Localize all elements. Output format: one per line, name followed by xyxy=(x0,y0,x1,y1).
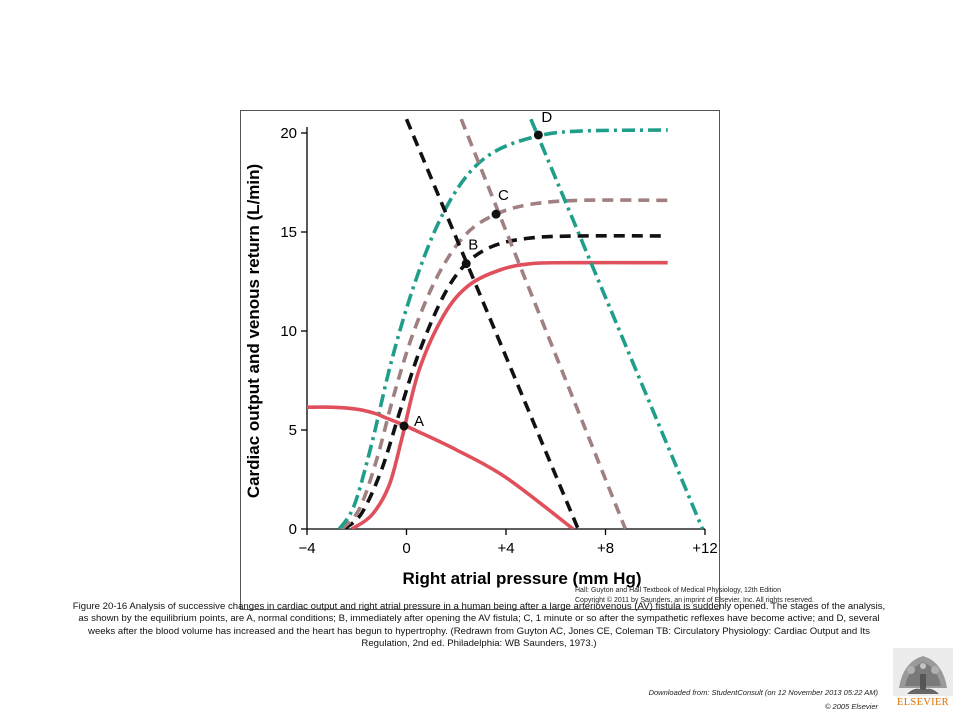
point-label-C: C xyxy=(498,187,509,204)
point-label-B: B xyxy=(468,237,478,254)
point-label-A: A xyxy=(414,413,424,430)
equilibrium-point-D xyxy=(533,130,543,140)
elsevier-tree-logo xyxy=(893,648,953,696)
x-axis-label: Right atrial pressure (mm Hg) xyxy=(403,569,642,588)
x-tick-label: +4 xyxy=(497,540,514,557)
point-label-D: D xyxy=(541,111,552,126)
figure-frame: 0 5 10 15 20 −4 0 +4 +8 +12 Right atrial pressure … xyxy=(240,110,814,610)
book-copyright: Copyright © 2011 by Saunders, an imprint… xyxy=(575,597,814,604)
y-tick-label: 0 xyxy=(289,521,297,538)
y-tick-label: 15 xyxy=(280,224,297,241)
download-note: Downloaded from: StudentConsult (on 12 N… xyxy=(648,688,878,697)
y-tick-label: 10 xyxy=(280,323,297,340)
x-tick-label: 0 xyxy=(402,540,410,557)
copyright-note: © 2005 Elsevier xyxy=(824,702,878,711)
series-line-3 xyxy=(340,198,668,529)
series-line-4 xyxy=(337,128,668,529)
series-line-6 xyxy=(404,118,580,529)
series-line-1 xyxy=(350,260,668,529)
figure-caption: Figure 20-16 Analysis of successive chan… xyxy=(72,601,886,649)
x-tick-label: +8 xyxy=(597,540,614,557)
series-line-2 xyxy=(343,234,668,529)
book-credit: Hall: Guyton and Hall Textbook of Medica… xyxy=(575,587,781,594)
series-line-8 xyxy=(529,118,705,529)
x-tick-label: +12 xyxy=(692,540,717,557)
equilibrium-point-C xyxy=(491,209,501,219)
equilibrium-point-B xyxy=(461,259,471,269)
y-tick-label: 5 xyxy=(289,422,297,439)
y-tick-label: 20 xyxy=(280,125,297,142)
x-tick-label: −4 xyxy=(298,540,315,557)
series-line-5 xyxy=(307,405,575,529)
y-axis-label: Cardiac output and venous return (L/min) xyxy=(244,164,263,498)
series-line-7 xyxy=(459,118,628,529)
publisher-name: ELSEVIER xyxy=(897,697,949,708)
equilibrium-point-A xyxy=(399,421,409,431)
